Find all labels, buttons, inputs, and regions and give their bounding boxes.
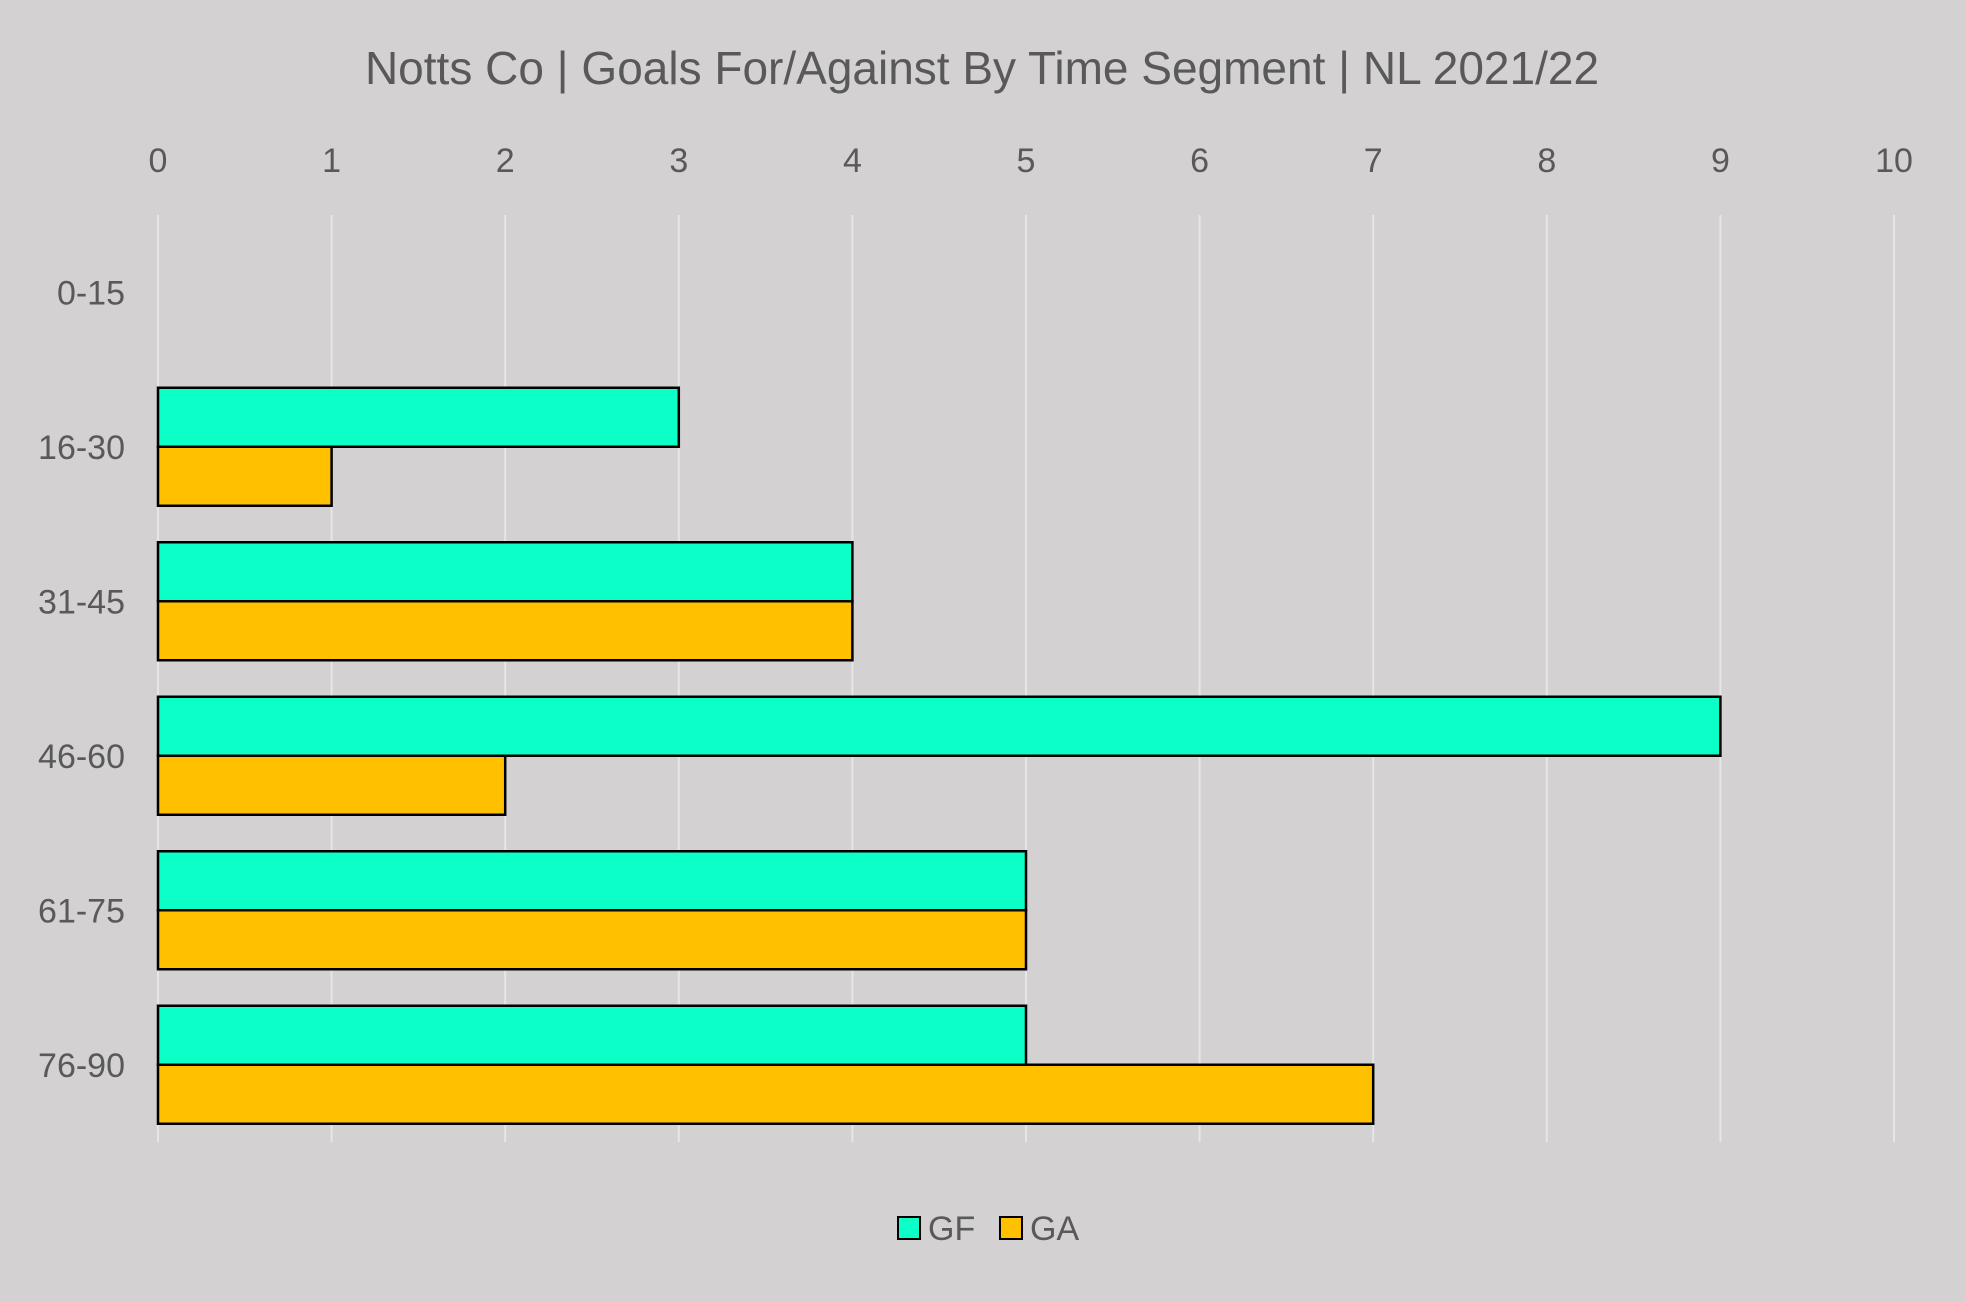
x-tick-label: 10: [1875, 142, 1913, 180]
x-tick-label: 4: [843, 142, 862, 180]
bar-gf: [156, 850, 1028, 912]
x-tick-label: 9: [1711, 142, 1730, 180]
legend-swatch-ga: [999, 1216, 1023, 1240]
legend-swatch-gf: [897, 1216, 921, 1240]
bar-ga: [156, 600, 854, 662]
legend: GF GA: [897, 1210, 1079, 1248]
category-label: 76-90: [38, 1047, 125, 1085]
bar-gf: [156, 1004, 1028, 1066]
legend-label-gf: GF: [928, 1210, 975, 1248]
category-label: 16-30: [38, 429, 125, 467]
bar-ga: [156, 754, 507, 816]
x-tick-labels: 0 1 2 3 4 5 6 7 8 9 10: [149, 142, 1913, 180]
bar-gf: [156, 695, 1722, 757]
legend-label-ga: GA: [1030, 1210, 1079, 1248]
x-tick-label: 7: [1364, 142, 1383, 180]
x-tick-label: 0: [149, 142, 168, 180]
bar-ga: [156, 1063, 1375, 1125]
x-tick-label: 3: [669, 142, 688, 180]
chart-title: Notts Co | Goals For/Against By Time Seg…: [365, 42, 1599, 94]
x-tick-label: 6: [1190, 142, 1209, 180]
grid-lines: [157, 215, 1895, 1142]
category-label: 31-45: [38, 583, 125, 621]
bar-ga: [156, 445, 333, 507]
category-label: 61-75: [38, 892, 125, 930]
bars: [156, 386, 1722, 1125]
x-tick-label: 8: [1537, 142, 1556, 180]
bar-ga: [156, 909, 1028, 971]
x-tick-label: 5: [1017, 142, 1036, 180]
bar-gf: [156, 541, 854, 603]
category-labels: 0-15 16-30 31-45 46-60 61-75 76-90: [38, 274, 125, 1085]
category-label: 0-15: [57, 274, 125, 312]
x-tick-label: 1: [322, 142, 341, 180]
category-label: 46-60: [38, 738, 125, 776]
bar-gf: [156, 386, 681, 448]
x-tick-label: 2: [496, 142, 515, 180]
